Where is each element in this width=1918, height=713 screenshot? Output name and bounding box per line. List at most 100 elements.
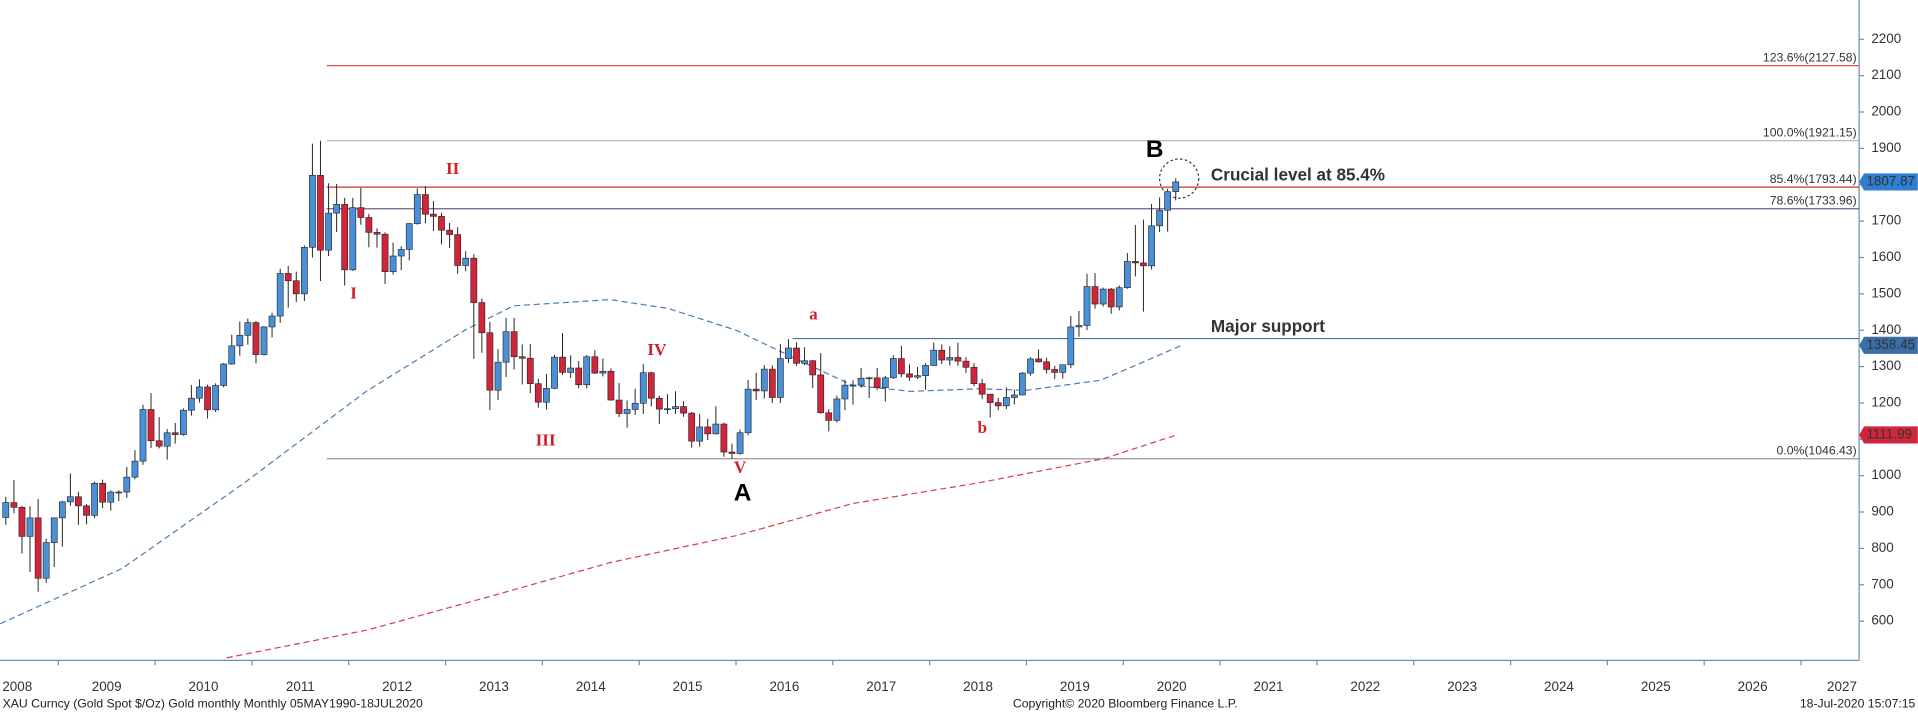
x-tick-label: 2009 bbox=[92, 679, 122, 694]
annotation: Crucial level at 85.4% bbox=[1211, 166, 1385, 185]
candle-body bbox=[599, 370, 607, 374]
x-tick-label: 2022 bbox=[1350, 679, 1380, 694]
fib-label: 78.6%(1733.96) bbox=[1770, 194, 1857, 208]
y-tick-label: 900 bbox=[1871, 504, 1893, 519]
candle-body bbox=[970, 366, 978, 384]
candle-body bbox=[978, 383, 986, 395]
candle-body bbox=[809, 360, 817, 376]
candle-body bbox=[639, 372, 647, 404]
candle-body bbox=[833, 398, 841, 421]
candle-body bbox=[1043, 361, 1050, 370]
candle-body bbox=[220, 363, 228, 386]
candle-body bbox=[301, 246, 308, 295]
candle-body bbox=[543, 388, 550, 403]
candle-body bbox=[655, 397, 663, 410]
candle-body bbox=[147, 409, 155, 442]
candle-body bbox=[284, 273, 292, 282]
y-tick-label: 2100 bbox=[1871, 67, 1901, 82]
x-tick-label: 2010 bbox=[189, 679, 219, 694]
x-tick-label: 2020 bbox=[1157, 679, 1187, 694]
x-tick-label: 2016 bbox=[769, 679, 799, 694]
x-tick-label: 2023 bbox=[1447, 679, 1477, 694]
y-tick-label: 800 bbox=[1871, 540, 1893, 555]
candle-body bbox=[1148, 225, 1155, 267]
annotation: II bbox=[446, 159, 460, 178]
candle-body bbox=[1051, 369, 1059, 373]
candle-body bbox=[196, 386, 203, 399]
candle-body bbox=[534, 383, 542, 403]
candle-body bbox=[446, 229, 453, 235]
footer-left: XAU Curncy (Gold Spot $/Oz) Gold monthly… bbox=[3, 697, 423, 711]
x-tick-label: 2015 bbox=[673, 679, 703, 694]
candle-body bbox=[292, 280, 300, 295]
candle-body bbox=[672, 406, 679, 410]
candle-body bbox=[478, 302, 486, 334]
candle-body bbox=[341, 204, 349, 271]
candle-body bbox=[1115, 287, 1123, 308]
candle-body bbox=[155, 440, 163, 447]
candle-body bbox=[50, 517, 58, 543]
candle-body bbox=[163, 432, 171, 447]
candle-body bbox=[1164, 191, 1171, 211]
y-tick-label: 1400 bbox=[1871, 322, 1901, 337]
candle-body bbox=[107, 491, 115, 503]
candle-body bbox=[728, 451, 736, 454]
candle-body bbox=[1156, 209, 1163, 227]
candle-body bbox=[801, 360, 808, 364]
candle-body bbox=[26, 517, 34, 537]
candle-body bbox=[58, 501, 66, 519]
candle-body bbox=[889, 358, 897, 379]
candle-body bbox=[986, 393, 994, 403]
candle-body bbox=[1067, 326, 1075, 366]
x-tick-label: 2025 bbox=[1641, 679, 1671, 694]
candle-body bbox=[454, 234, 462, 266]
candle-body bbox=[204, 386, 211, 411]
candle-body bbox=[954, 357, 962, 362]
candle-body bbox=[1075, 325, 1083, 328]
moving-average bbox=[0, 299, 1182, 625]
candle-body bbox=[688, 412, 696, 442]
candle-body bbox=[1107, 288, 1115, 308]
annotation: III bbox=[536, 430, 556, 449]
candle-body bbox=[526, 357, 534, 384]
candle-body bbox=[1140, 262, 1147, 267]
candle-body bbox=[946, 357, 954, 361]
candle-body bbox=[1011, 394, 1018, 398]
candle-body bbox=[494, 361, 502, 391]
candle-body bbox=[486, 332, 494, 391]
x-tick-label: 2008 bbox=[2, 679, 32, 694]
candle-body bbox=[760, 368, 768, 392]
annotation: I bbox=[350, 284, 357, 303]
candle-body bbox=[438, 216, 445, 231]
candle-body bbox=[841, 384, 849, 400]
y-tick-label: 1600 bbox=[1871, 249, 1901, 264]
candle-body bbox=[83, 505, 90, 516]
candle-body bbox=[67, 496, 74, 503]
price-tag-label: 1807.87 bbox=[1866, 173, 1915, 188]
y-tick-label: 600 bbox=[1871, 613, 1893, 628]
candle-body bbox=[309, 174, 316, 248]
candle-body bbox=[906, 373, 913, 378]
footer-center: Copyright© 2020 Bloomberg Finance L.P. bbox=[1013, 697, 1238, 711]
candle-body bbox=[268, 315, 276, 328]
candle-body bbox=[1035, 358, 1042, 363]
candle-body bbox=[10, 502, 18, 508]
x-tick-label: 2013 bbox=[479, 679, 509, 694]
candle-body bbox=[930, 349, 938, 366]
candle-body bbox=[647, 372, 655, 399]
candle-body bbox=[1091, 286, 1099, 305]
candle-body bbox=[914, 375, 921, 378]
candle-body bbox=[115, 491, 123, 494]
x-tick-label: 2027 bbox=[1827, 679, 1857, 694]
candle-body bbox=[938, 349, 946, 361]
candle-body bbox=[99, 483, 106, 503]
candle-body bbox=[776, 358, 784, 398]
annotation: IV bbox=[647, 340, 667, 359]
candle-body bbox=[349, 207, 357, 271]
candle-body bbox=[744, 388, 752, 434]
support-label: Major support bbox=[1211, 317, 1325, 336]
fib-label: 85.4%(1793.44) bbox=[1770, 172, 1857, 186]
candle-body bbox=[381, 233, 389, 272]
